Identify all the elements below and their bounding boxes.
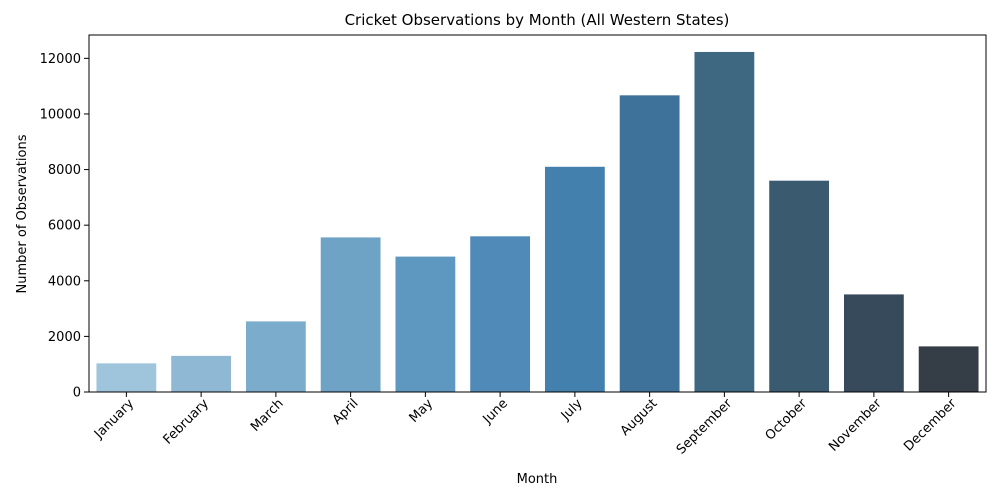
y-tick-label: 6000 bbox=[48, 219, 81, 234]
y-tick-label: 12000 bbox=[40, 52, 81, 67]
bar-november bbox=[843, 294, 904, 392]
x-axis-label: Month bbox=[517, 472, 558, 487]
bar-september bbox=[694, 51, 755, 393]
x-tick-label: October bbox=[763, 396, 811, 444]
x-tick-label: December bbox=[901, 396, 960, 455]
x-tick-label: August bbox=[618, 396, 661, 439]
x-tick-label: September bbox=[674, 396, 736, 458]
bar-march bbox=[245, 321, 306, 392]
chart-title: Cricket Observations by Month (All Weste… bbox=[345, 11, 730, 29]
bar-july bbox=[544, 166, 605, 392]
bars-layer bbox=[96, 51, 979, 393]
bar-october bbox=[769, 180, 830, 392]
x-tick-label: February bbox=[161, 396, 213, 448]
x-tick-label: April bbox=[330, 396, 362, 428]
x-tick-label: July bbox=[558, 396, 586, 424]
x-tick-label: November bbox=[826, 396, 885, 455]
bar-may bbox=[395, 256, 456, 392]
bar-january bbox=[96, 363, 157, 392]
x-tick-label: January bbox=[91, 396, 137, 442]
y-tick-label: 4000 bbox=[48, 274, 81, 289]
bar-june bbox=[470, 236, 531, 392]
bar-august bbox=[619, 95, 680, 392]
plot-frame bbox=[88, 34, 987, 393]
bar-april bbox=[320, 237, 381, 392]
bar-december bbox=[918, 346, 979, 392]
y-tick-label: 10000 bbox=[40, 107, 81, 122]
y-tick-label: 8000 bbox=[48, 163, 81, 178]
bar-february bbox=[171, 355, 232, 392]
y-tick-label: 0 bbox=[73, 386, 81, 401]
y-axis-label: Number of Observations bbox=[15, 134, 30, 293]
x-tick-label: May bbox=[407, 396, 437, 426]
x-tick-label: March bbox=[248, 396, 287, 435]
x-tick-label: June bbox=[480, 396, 511, 427]
y-tick-label: 2000 bbox=[48, 330, 81, 345]
